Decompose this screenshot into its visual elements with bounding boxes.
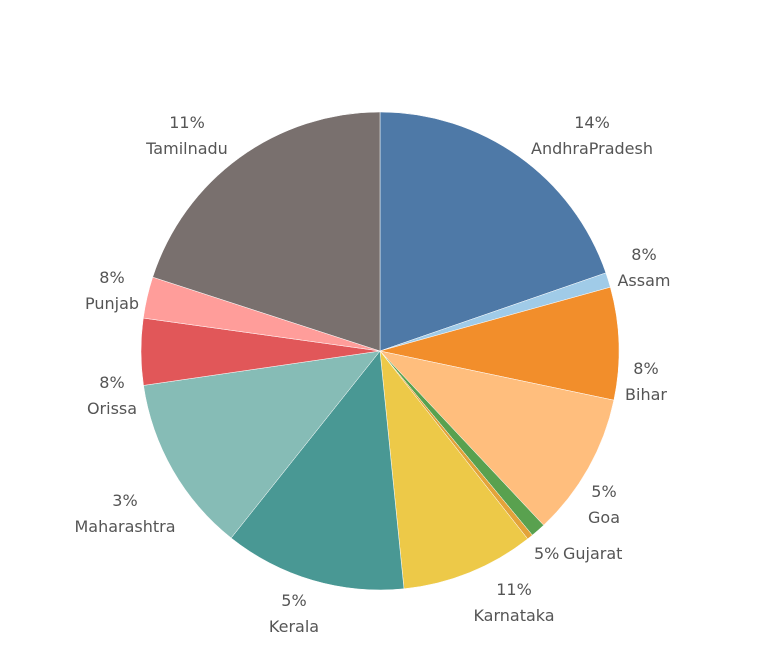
- label-tamilnadu-percent: 11%: [169, 113, 205, 132]
- label-gujarat-percent: 5%: [534, 544, 559, 563]
- label-punjab-name: Punjab: [85, 294, 139, 313]
- label-kerala-percent: 5%: [281, 591, 306, 610]
- label-karnataka-percent: 11%: [496, 580, 532, 599]
- label-assam-name: Assam: [617, 271, 670, 290]
- label-tamilnadu-name: Tamilnadu: [145, 139, 228, 158]
- label-andhrapradesh-name: AndhraPradesh: [531, 139, 653, 158]
- slice-labels: 14% AndhraPradesh 8% Assam 8% Bihar 5% G…: [74, 113, 670, 636]
- label-kerala-name: Kerala: [269, 617, 319, 636]
- label-assam-percent: 8%: [631, 245, 656, 264]
- label-orissa-name: Orissa: [87, 399, 137, 418]
- pie-slices: [140, 111, 620, 591]
- label-maharashtra-percent: 3%: [112, 491, 137, 510]
- pie-slice-maharashtra[interactable]: [143, 350, 381, 539]
- pie-slice-tamilnadu[interactable]: [152, 111, 381, 352]
- label-karnataka-name: Karnataka: [473, 606, 554, 625]
- pie-slice-bihar[interactable]: [379, 286, 620, 401]
- pie-slice-andhrapradesh[interactable]: [379, 111, 607, 352]
- label-goa-name: Goa: [588, 508, 620, 527]
- pie-slice-goa[interactable]: [379, 350, 615, 526]
- pie-slice-karnataka[interactable]: [379, 350, 529, 590]
- label-andhrapradesh-percent: 14%: [574, 113, 610, 132]
- label-gujarat-name: Gujarat: [563, 544, 622, 563]
- pie-slice-kerala[interactable]: [230, 350, 405, 591]
- label-bihar-percent: 8%: [633, 359, 658, 378]
- label-bihar-name: Bihar: [625, 385, 667, 404]
- label-maharashtra-name: Maharashtra: [74, 517, 175, 536]
- label-goa-percent: 5%: [591, 482, 616, 501]
- label-orissa-percent: 8%: [99, 373, 124, 392]
- label-punjab-percent: 8%: [99, 268, 124, 287]
